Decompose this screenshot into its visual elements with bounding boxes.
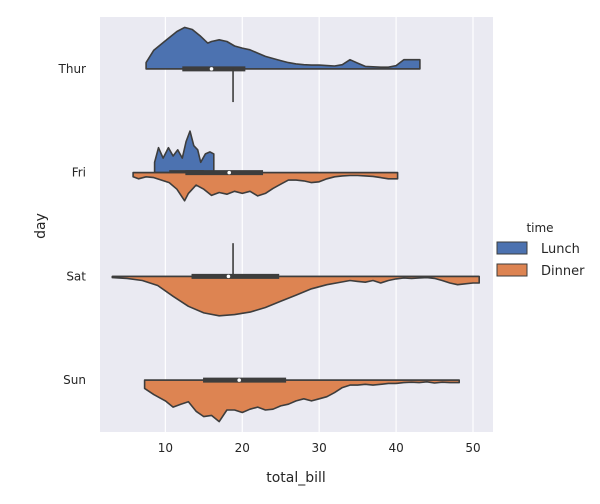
x-tick-label: 30: [312, 441, 327, 455]
y-tick-labels: Thur Fri Sat Sun: [58, 62, 87, 387]
legend: time Lunch Dinner: [496, 221, 585, 279]
violins: [111, 26, 480, 423]
violin-dinner-sun: [143, 377, 460, 423]
violin-body: [132, 171, 399, 202]
violin-median-dot: [237, 378, 242, 382]
y-axis-label: day: [33, 213, 49, 239]
x-tick-label: 20: [235, 441, 250, 455]
violin-iqr-box: [191, 273, 280, 279]
plot-background: [100, 17, 493, 432]
x-tick-label: 10: [158, 441, 173, 455]
grid-lines: [164, 17, 474, 432]
violin-dinner-sat: [111, 273, 480, 317]
violin-body: [111, 275, 480, 317]
legend-label-dinner: Dinner: [541, 264, 585, 279]
violin-iqr-box: [185, 170, 264, 176]
violin-median-dot: [227, 170, 232, 175]
x-tick-labels: 10 20 30 40 50: [158, 441, 481, 455]
violin-iqr-box: [182, 66, 246, 72]
violin-body: [143, 379, 460, 423]
legend-swatch-dinner: [496, 263, 528, 277]
y-tick-label: Sun: [63, 373, 86, 387]
x-axis-label: total_bill: [266, 470, 326, 486]
legend-title: time: [526, 221, 553, 235]
violin-body: [145, 26, 421, 70]
x-tick-label: 50: [465, 441, 480, 455]
y-tick-label: Fri: [72, 166, 86, 180]
y-tick-label: Thur: [58, 62, 87, 76]
y-tick-label: Sat: [66, 269, 86, 283]
x-tick-label: 40: [388, 441, 403, 455]
violin-median-dot: [226, 274, 231, 279]
violin-dinner-fri: [132, 170, 399, 202]
legend-swatch-lunch: [496, 241, 528, 255]
violin-lunch-thur: [145, 26, 421, 72]
violin-iqr-box: [203, 377, 287, 383]
legend-label-lunch: Lunch: [541, 242, 580, 257]
violin-body: [153, 130, 215, 174]
violin-median-dot: [209, 67, 214, 71]
